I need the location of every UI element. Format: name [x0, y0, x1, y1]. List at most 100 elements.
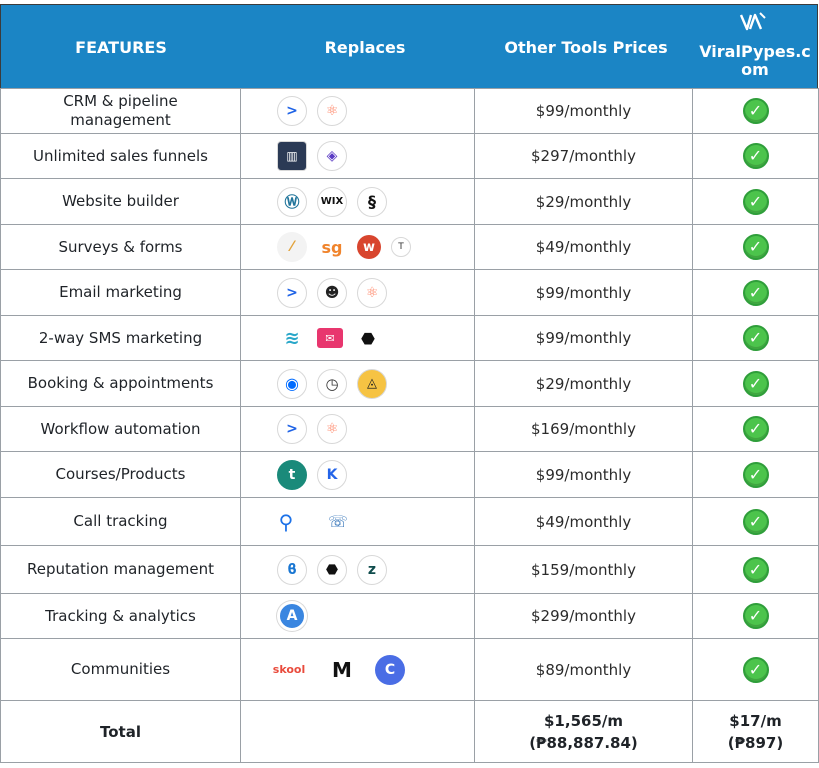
feature-cell: Unlimited sales funnels: [0, 133, 241, 179]
replaces-cell: Ⓦ WIX §: [240, 178, 475, 225]
activecampaign-icon: >: [277, 414, 307, 444]
included-cell: ✓: [692, 178, 819, 225]
total-row: Total $1,565/m (₱88,887.84) $17/m (₱897): [0, 700, 819, 763]
included-cell: ✓: [692, 360, 819, 407]
feature-cell: Surveys & forms: [0, 224, 241, 270]
circle-icon: C: [375, 654, 405, 685]
squarespace-icon: §: [357, 186, 387, 217]
feature-cell: Courses/Products: [0, 451, 241, 498]
replaces-cell: > ☻ ⚛: [240, 269, 475, 316]
analytics-icon: A: [277, 601, 307, 631]
total-other-php: (₱88,887.84): [529, 733, 638, 752]
setmore-icon: ◬: [357, 368, 387, 399]
replaces-cell: > ⚛: [240, 88, 475, 134]
price-cell: $159/monthly: [474, 545, 693, 594]
total-label: Total: [0, 700, 241, 763]
check-icon: ✓: [742, 370, 769, 397]
check-icon: ✓: [742, 143, 769, 169]
reviewtrackers-icon: z: [357, 554, 387, 585]
table-row: Email marketing > ☻ ⚛ $99/monthly ✓: [0, 269, 819, 316]
total-our-price: $17/m (₱897): [692, 700, 819, 763]
table-row: Workflow automation > ⚛ $169/monthly ✓: [0, 406, 819, 452]
replaces-cell: t K: [240, 451, 475, 498]
price-cell: $99/monthly: [474, 269, 693, 316]
table-row: Call tracking ⚲ ☏ $49/monthly ✓: [0, 497, 819, 546]
check-icon: ✓: [742, 98, 769, 124]
replaces-cell: > ⚛: [240, 406, 475, 452]
callfire-icon: ☏: [323, 506, 353, 537]
check-icon: ✓: [742, 556, 769, 583]
hubspot-icon: ⚛: [357, 277, 387, 308]
feature-cell: 2-way SMS marketing: [0, 315, 241, 361]
activecampaign-icon: >: [277, 277, 307, 308]
podium-icon: ⬣: [353, 323, 383, 353]
price-cell: $29/monthly: [474, 360, 693, 407]
kajabi-icon: K: [317, 459, 347, 490]
viralpypes-logo-icon: [739, 12, 766, 31]
header-features: FEATURES: [75, 38, 167, 57]
feature-cell: Website builder: [0, 178, 241, 225]
hubspot-icon: ⚛: [317, 96, 347, 126]
included-cell: ✓: [692, 451, 819, 498]
surveygizmo-icon: sg: [317, 232, 347, 262]
total-other-usd: $1,565/m: [544, 711, 623, 730]
feature-cell: Communities: [0, 638, 241, 701]
feature-cell: Booking & appointments: [0, 360, 241, 407]
total-other-price: $1,565/m (₱88,887.84): [474, 700, 693, 763]
price-cell: $29/monthly: [474, 178, 693, 225]
table-row: Surveys & forms ⁄ sg w T $49/monthly ✓: [0, 224, 819, 270]
included-cell: ✓: [692, 406, 819, 452]
check-icon: ✓: [742, 234, 769, 260]
table-row: CRM & pipeline management > ⚛ $99/monthl…: [0, 88, 819, 134]
callrail-icon: ⚲: [271, 506, 301, 537]
included-cell: ✓: [692, 88, 819, 134]
table-row: Unlimited sales funnels ▥ ◈ $297/monthly…: [0, 133, 819, 179]
included-cell: ✓: [692, 638, 819, 701]
header-other-prices: Other Tools Prices: [504, 38, 668, 57]
table-row: Tracking & analytics A $299/monthly ✓: [0, 593, 819, 639]
replaces-cell: ▥ ◈: [240, 133, 475, 179]
clickfunnels-icon: ▥: [277, 141, 307, 171]
acuity-icon: ◷: [317, 368, 347, 399]
header-brand: ViralPypes.c om: [691, 43, 819, 79]
feature-cell: Call tracking: [0, 497, 241, 546]
feature-cell: Workflow automation: [0, 406, 241, 452]
replaces-cell: ϐ ⬣ z: [240, 545, 475, 594]
price-cell: $299/monthly: [474, 593, 693, 639]
included-cell: ✓: [692, 269, 819, 316]
total-our-php: (₱897): [727, 733, 784, 752]
price-cell: $49/monthly: [474, 224, 693, 270]
included-cell: ✓: [692, 133, 819, 179]
price-cell: $49/monthly: [474, 497, 693, 546]
feature-cell: Reputation management: [0, 545, 241, 594]
replaces-cell: skool M C: [240, 638, 475, 701]
table-row: Reputation management ϐ ⬣ z $159/monthly…: [0, 545, 819, 594]
surveymonkey-icon: ⁄: [277, 232, 307, 262]
birdeye-icon: ϐ: [277, 554, 307, 585]
header-brand-line1: ViralPypes.c: [699, 42, 811, 61]
wordpress-icon: Ⓦ: [277, 186, 307, 217]
check-icon: ✓: [742, 416, 769, 442]
total-our-usd: $17/m: [729, 711, 782, 730]
feature-cell: CRM & pipeline management: [0, 88, 241, 134]
skool-icon: skool: [269, 654, 309, 685]
replaces-cell: ⚲ ☏: [240, 497, 475, 546]
included-cell: ✓: [692, 497, 819, 546]
included-cell: ✓: [692, 315, 819, 361]
table-row: Communities skool M C $89/monthly ✓: [0, 638, 819, 701]
header-replaces: Replaces: [324, 38, 406, 57]
typeform-icon: T: [391, 237, 411, 257]
price-cell: $89/monthly: [474, 638, 693, 701]
header-brand-line2: om: [741, 60, 769, 79]
table-row: Courses/Products t K $99/monthly ✓: [0, 451, 819, 498]
check-icon: ✓: [742, 188, 769, 215]
check-icon: ✓: [742, 325, 769, 351]
calendly-icon: ◉: [277, 368, 307, 399]
feature-cell: Email marketing: [0, 269, 241, 316]
feature-label-line1: CRM & pipeline: [63, 92, 178, 110]
wix-icon: WIX: [317, 186, 347, 217]
replaces-cell: ≋ ✉ ⬣: [240, 315, 475, 361]
replaces-cell: ◉ ◷ ◬: [240, 360, 475, 407]
table-row: Website builder Ⓦ WIX § $29/monthly ✓: [0, 178, 819, 225]
